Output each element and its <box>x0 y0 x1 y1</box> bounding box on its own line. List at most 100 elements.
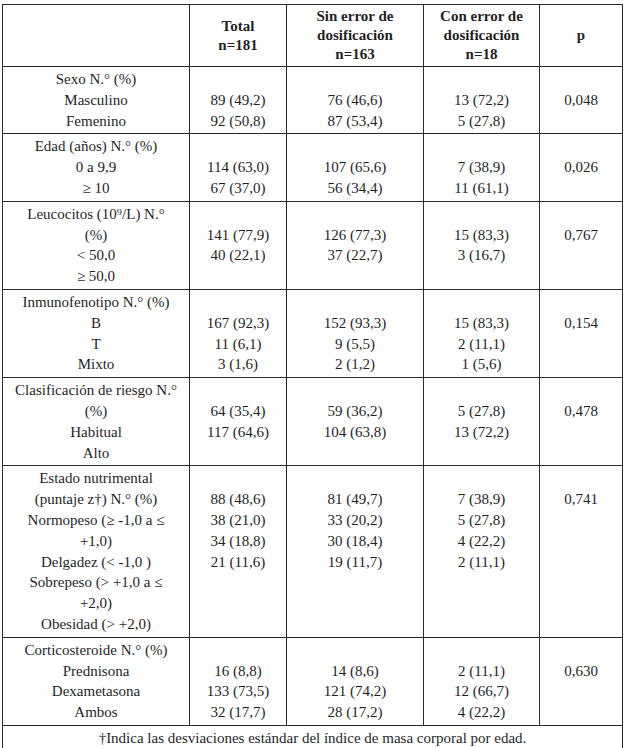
value-line <box>424 443 539 464</box>
value-line: 33 (20,2) <box>287 510 423 531</box>
cell-leucocitos-sin-error: 126 (77,3)37 (22,7) <box>287 201 424 289</box>
value-line <box>540 572 622 593</box>
value-line <box>287 136 423 157</box>
row-label-line: Sexo N.° (%) <box>3 69 189 90</box>
cell-clasificacion-riesgo-total: 64 (35,4)117 (64,6) <box>190 378 287 466</box>
value-line <box>540 422 622 443</box>
value-line <box>287 572 423 593</box>
value-line: 0,026 <box>540 157 622 178</box>
cell-sexo-p: 0,048 <box>540 67 623 134</box>
value-line: 40 (22,1) <box>190 245 286 266</box>
cell-inmunofenotipo-con-error: 15 (83,3)2 (11,1)1 (5,6) <box>424 289 540 377</box>
value-line <box>540 266 622 287</box>
header-total: Totaln=181 <box>190 5 287 67</box>
header-con-error: Con error dedosificaciónn=18 <box>424 5 540 67</box>
value-line <box>287 204 423 225</box>
value-line <box>287 292 423 313</box>
value-line <box>540 69 622 90</box>
value-line: 7 (38,9) <box>424 489 539 510</box>
cell-clasificacion-riesgo-labels: Clasificación de riesgo N.°(%)HabitualAl… <box>3 378 190 466</box>
value-line <box>424 380 539 401</box>
value-line <box>540 640 622 661</box>
value-line: 107 (65,6) <box>287 157 423 178</box>
value-line <box>424 614 539 635</box>
value-line <box>190 266 286 287</box>
cell-edad-con-error: 7 (38,9)11 (61,1) <box>424 134 540 201</box>
header-line: Total <box>190 17 286 36</box>
value-line <box>424 572 539 593</box>
value-line: 21 (11,6) <box>190 552 286 573</box>
value-line: 4 (22,2) <box>424 531 539 552</box>
value-line: 167 (92,3) <box>190 313 286 334</box>
header-line: dosificación <box>424 26 539 45</box>
header-row: Totaln=181Sin error dedosificaciónn=163C… <box>3 5 623 67</box>
header-p: p <box>540 5 623 67</box>
value-line <box>540 468 622 489</box>
section-row-estado-nutrimental: Estado nutrimental(puntaje z†) N.° (%)No… <box>3 466 623 637</box>
value-line: 16 (8,8) <box>190 661 286 682</box>
row-label-line: (puntaje z†) N.° (%) <box>3 489 189 510</box>
value-line: 133 (73,5) <box>190 681 286 702</box>
cell-inmunofenotipo-labels: Inmunofenotipo N.° (%)BTMixto <box>3 289 190 377</box>
value-line <box>190 443 286 464</box>
row-label-line: Prednisona <box>3 661 189 682</box>
value-line: 56 (34,4) <box>287 178 423 199</box>
header-line: p <box>540 26 622 45</box>
value-line <box>540 552 622 573</box>
row-label-line: 0 a 9,9 <box>3 157 189 178</box>
row-label-line: T <box>3 334 189 355</box>
row-label-line: Delgadez (< -1,0 ) <box>3 552 189 573</box>
cell-estado-nutrimental-total: 88 (48,6)38 (21,0)34 (18,8)21 (11,6) <box>190 466 287 637</box>
row-label-line: ≥ 10 <box>3 178 189 199</box>
cell-inmunofenotipo-p: 0,154 <box>540 289 623 377</box>
value-line: 30 (18,4) <box>287 531 423 552</box>
value-line: 0,767 <box>540 225 622 246</box>
cell-sexo-total: 89 (49,2)92 (50,8) <box>190 67 287 134</box>
value-line: 141 (77,9) <box>190 225 286 246</box>
patient-characteristics-table: Totaln=181Sin error dedosificaciónn=163C… <box>2 4 623 748</box>
cell-leucocitos-total: 141 (77,9)40 (22,1) <box>190 201 287 289</box>
value-line: 7 (38,9) <box>424 157 539 178</box>
value-line <box>540 334 622 355</box>
value-line <box>540 443 622 464</box>
cell-estado-nutrimental-sin-error: 81 (49,7)33 (20,2)30 (18,4)19 (11,7) <box>287 466 424 637</box>
row-label-line: Clasificación de riesgo N.° <box>3 380 189 401</box>
value-line <box>190 136 286 157</box>
value-line <box>424 640 539 661</box>
value-line: 0,478 <box>540 401 622 422</box>
cell-corticosteroide-labels: Corticosteroide N.° (%)PrednisonaDexamet… <box>3 637 190 725</box>
row-label-line: (%) <box>3 225 189 246</box>
row-label-line: Edad (años) N.° (%) <box>3 136 189 157</box>
value-line: 5 (27,8) <box>424 401 539 422</box>
value-line: 2 (11,1) <box>424 334 539 355</box>
value-line: 89 (49,2) <box>190 90 286 111</box>
value-line: 9 (5,5) <box>287 334 423 355</box>
value-line <box>540 681 622 702</box>
row-label-line: Ambos <box>3 702 189 723</box>
cell-leucocitos-labels: Leucocitos (10⁹/L) N.°(%)< 50,0≥ 50,0 <box>3 201 190 289</box>
value-line <box>540 245 622 266</box>
value-line <box>190 204 286 225</box>
section-row-sexo: Sexo N.° (%)MasculinoFemenino89 (49,2)92… <box>3 67 623 134</box>
value-line: 38 (21,0) <box>190 510 286 531</box>
row-label-line: Estado nutrimental <box>3 468 189 489</box>
section-row-inmunofenotipo: Inmunofenotipo N.° (%)BTMixto167 (92,3)1… <box>3 289 623 377</box>
value-line <box>424 204 539 225</box>
cell-clasificacion-riesgo-p: 0,478 <box>540 378 623 466</box>
section-row-clasificacion-riesgo: Clasificación de riesgo N.°(%)HabitualAl… <box>3 378 623 466</box>
cell-estado-nutrimental-p: 0,741 <box>540 466 623 637</box>
cell-inmunofenotipo-sin-error: 152 (93,3)9 (5,5)2 (1,2) <box>287 289 424 377</box>
cell-inmunofenotipo-total: 167 (92,3)11 (6,1)3 (1,6) <box>190 289 287 377</box>
row-label-line: B <box>3 313 189 334</box>
value-line <box>540 614 622 635</box>
value-line: 114 (63,0) <box>190 157 286 178</box>
value-line: 19 (11,7) <box>287 552 423 573</box>
value-line <box>190 593 286 614</box>
value-line: 3 (1,6) <box>190 354 286 375</box>
value-line: 11 (6,1) <box>190 334 286 355</box>
cell-corticosteroide-sin-error: 14 (8,6)121 (74,2)28 (17,2) <box>287 637 424 725</box>
value-line: 32 (17,7) <box>190 702 286 723</box>
value-line: 121 (74,2) <box>287 681 423 702</box>
value-line <box>287 614 423 635</box>
value-line: 14 (8,6) <box>287 661 423 682</box>
